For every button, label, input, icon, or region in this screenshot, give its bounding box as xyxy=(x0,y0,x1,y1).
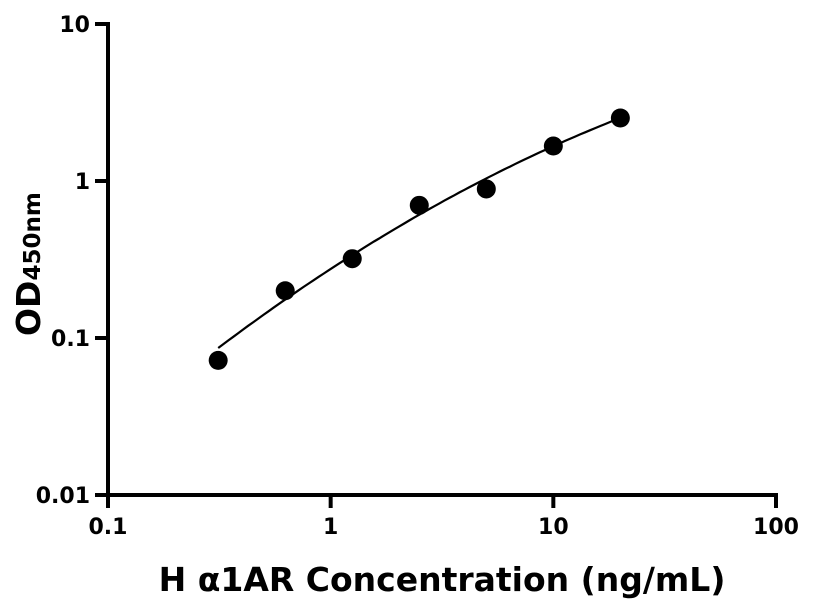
x-tick-label: 100 xyxy=(753,515,799,540)
x-tick-label: 10 xyxy=(538,515,569,540)
axes xyxy=(106,22,778,497)
data-point xyxy=(543,136,563,156)
data-point xyxy=(275,281,295,301)
x-axis-label: H α1AR Concentration (ng/mL) xyxy=(159,560,726,599)
data-point xyxy=(610,108,630,128)
data-point xyxy=(208,350,228,370)
y-tick-label: 10 xyxy=(59,13,90,38)
y-axis-label-sub: 450nm xyxy=(20,192,46,280)
y-tick-label: 1 xyxy=(75,170,90,195)
y-tick-label: 0.1 xyxy=(51,327,90,352)
x-tick-label: 0.1 xyxy=(89,515,128,540)
y-axis-label-main: OD xyxy=(9,281,48,336)
y-tick-label: 0.01 xyxy=(36,484,90,509)
data-points xyxy=(208,108,630,370)
y-axis-label: OD450nm xyxy=(9,192,48,336)
data-point xyxy=(476,179,496,199)
data-point xyxy=(342,249,362,269)
data-point xyxy=(409,195,429,215)
x-tick-label: 1 xyxy=(323,515,338,540)
ticks: 0.1 1 10 100 0.01 0.1 1 10 xyxy=(36,13,799,540)
